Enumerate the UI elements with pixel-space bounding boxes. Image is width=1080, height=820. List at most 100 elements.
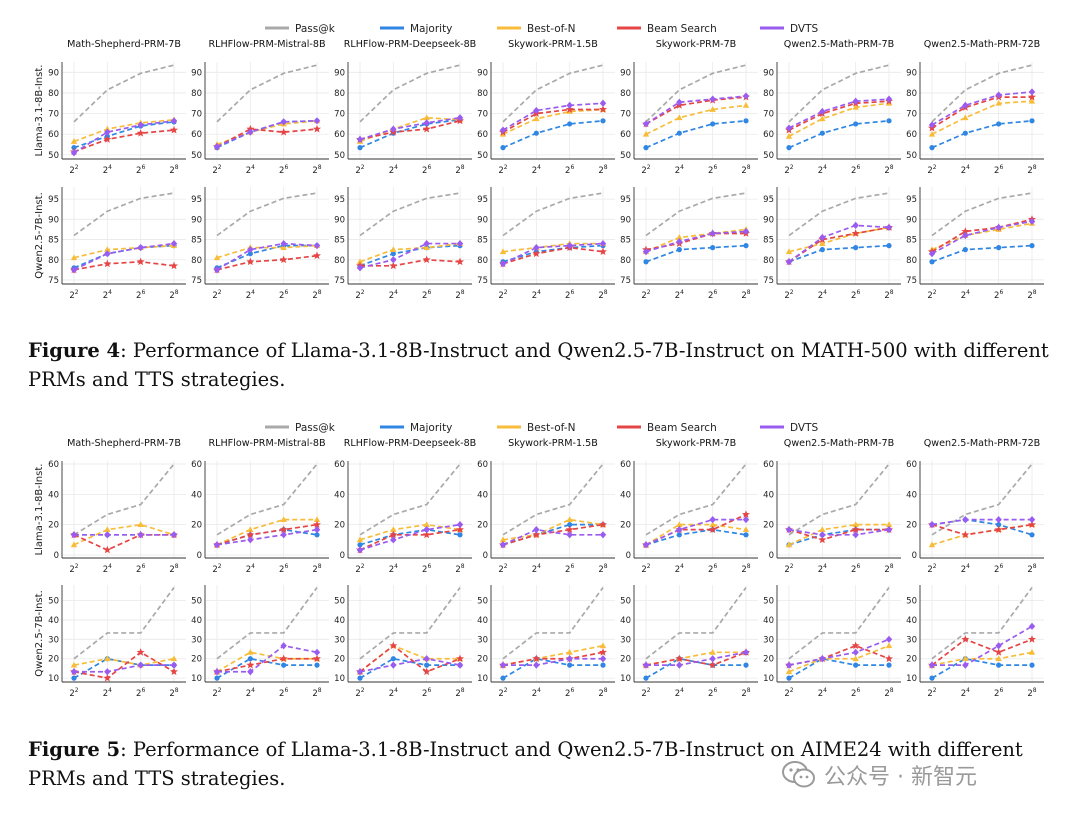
- data-point: [456, 521, 464, 529]
- x-tick-label: 28: [1027, 687, 1036, 699]
- data-point: [70, 668, 78, 676]
- data-point: [390, 536, 397, 544]
- data-point: [499, 260, 507, 268]
- x-tick-label: 28: [169, 687, 178, 699]
- data-point: [1029, 662, 1035, 668]
- data-point: [357, 675, 363, 681]
- x-tick-label: 26: [994, 289, 1003, 301]
- x-tick-label: 28: [1027, 289, 1036, 301]
- data-point: [885, 526, 893, 534]
- data-point: [642, 130, 650, 137]
- y-tick-label: 95: [191, 195, 202, 205]
- y-tick-label: 60: [763, 460, 774, 470]
- data-point: [710, 245, 716, 251]
- y-tick-label: 90: [763, 68, 774, 78]
- data-point: [456, 654, 464, 663]
- x-tick-label: 22: [641, 289, 650, 301]
- data-point: [885, 521, 893, 528]
- y-tick-label: 85: [477, 236, 488, 246]
- y-tick-label: 50: [763, 151, 774, 161]
- data-point: [567, 522, 573, 528]
- y-tick-label: 20: [477, 655, 488, 665]
- y-tick-label: 0: [769, 551, 774, 561]
- data-point: [962, 231, 969, 240]
- data-point: [71, 675, 77, 681]
- x-tick-label: 24: [103, 289, 112, 301]
- data-point: [246, 530, 255, 539]
- series-line-best-of-n: [216, 244, 318, 259]
- data-point: [709, 106, 716, 112]
- series-line-majority: [645, 244, 747, 263]
- series-line-beam-search: [931, 218, 1033, 253]
- data-point: [313, 117, 321, 125]
- y-tick-label: 80: [191, 256, 202, 266]
- x-tick-label: 24: [103, 563, 112, 575]
- data-point: [532, 530, 541, 539]
- watermark: 公众号 · 新智元: [782, 758, 977, 792]
- y-tick-label: 40: [620, 616, 631, 626]
- y-tick-label: 60: [48, 130, 59, 140]
- panel-title: Math-Shepherd-PRM-7B: [67, 438, 181, 449]
- data-point: [390, 661, 397, 669]
- x-tick-label: 22: [355, 687, 364, 699]
- series-line-pass-k: [645, 587, 747, 660]
- data-point: [247, 251, 253, 257]
- y-tick-label: 70: [906, 110, 917, 120]
- x-tick-label: 28: [741, 687, 750, 699]
- y-tick-label: 40: [334, 616, 345, 626]
- y-tick-label: 40: [763, 616, 774, 626]
- y-tick-label: 80: [763, 89, 774, 99]
- data-point: [533, 244, 540, 252]
- panel-title: RLHFlow-PRM-Mistral-8B: [208, 438, 325, 449]
- data-point: [104, 128, 111, 136]
- x-tick-label: 22: [498, 164, 507, 176]
- data-point: [643, 145, 649, 151]
- data-point: [676, 237, 683, 246]
- y-tick-label: 90: [906, 215, 917, 225]
- x-tick-label: 26: [422, 687, 431, 699]
- panel-1-7: 0 20 40 60 22 24 26 28 Qwen2.5-Math-PRM-72B: [906, 438, 1044, 575]
- data-point: [390, 656, 396, 662]
- series-line-dvts: [788, 528, 890, 536]
- y-tick-label: 80: [620, 256, 631, 266]
- data-point: [499, 248, 507, 255]
- y-tick-label: 20: [906, 521, 917, 531]
- panel-2-2: 10 20 30 40 50 22 24 26 28: [191, 585, 329, 699]
- panel-2-3: 75 80 85 90 95 22 24 26 28: [334, 187, 472, 301]
- x-tick-label: 24: [103, 164, 112, 176]
- data-point: [599, 247, 607, 256]
- series-line-dvts: [788, 638, 890, 666]
- data-point: [886, 118, 892, 124]
- x-tick-label: 22: [69, 563, 78, 575]
- series-line-dvts: [788, 98, 890, 129]
- data-point: [1028, 516, 1036, 524]
- series-line-best-of-n: [73, 657, 175, 666]
- data-point: [103, 259, 112, 268]
- y-tick-label: 95: [477, 195, 488, 205]
- data-point: [742, 101, 750, 108]
- data-point: [104, 246, 111, 253]
- data-point: [213, 254, 221, 261]
- series-line-pass-k: [931, 587, 1033, 660]
- series-line-pass-k: [216, 463, 318, 536]
- y-tick-label: 50: [48, 151, 59, 161]
- x-tick-label: 28: [741, 164, 750, 176]
- data-point: [961, 635, 970, 643]
- data-point: [1028, 88, 1036, 96]
- x-tick-label: 28: [884, 289, 893, 301]
- data-point: [313, 648, 321, 656]
- x-tick-label: 22: [212, 687, 221, 699]
- data-point: [213, 143, 221, 151]
- data-point: [785, 124, 793, 132]
- data-point: [457, 532, 463, 538]
- y-tick-label: 30: [477, 635, 488, 645]
- series-line-pass-k: [931, 192, 1033, 237]
- data-point: [390, 246, 397, 253]
- y-tick-label: 40: [620, 490, 631, 500]
- data-point: [676, 532, 682, 538]
- data-point: [137, 121, 144, 129]
- data-point: [819, 655, 826, 663]
- panel-1-2: 50 60 70 80 90 22 24 26 28 RLHFlow-PRM-Mistral-8B: [191, 39, 329, 176]
- data-point: [928, 541, 936, 548]
- data-point: [103, 545, 112, 554]
